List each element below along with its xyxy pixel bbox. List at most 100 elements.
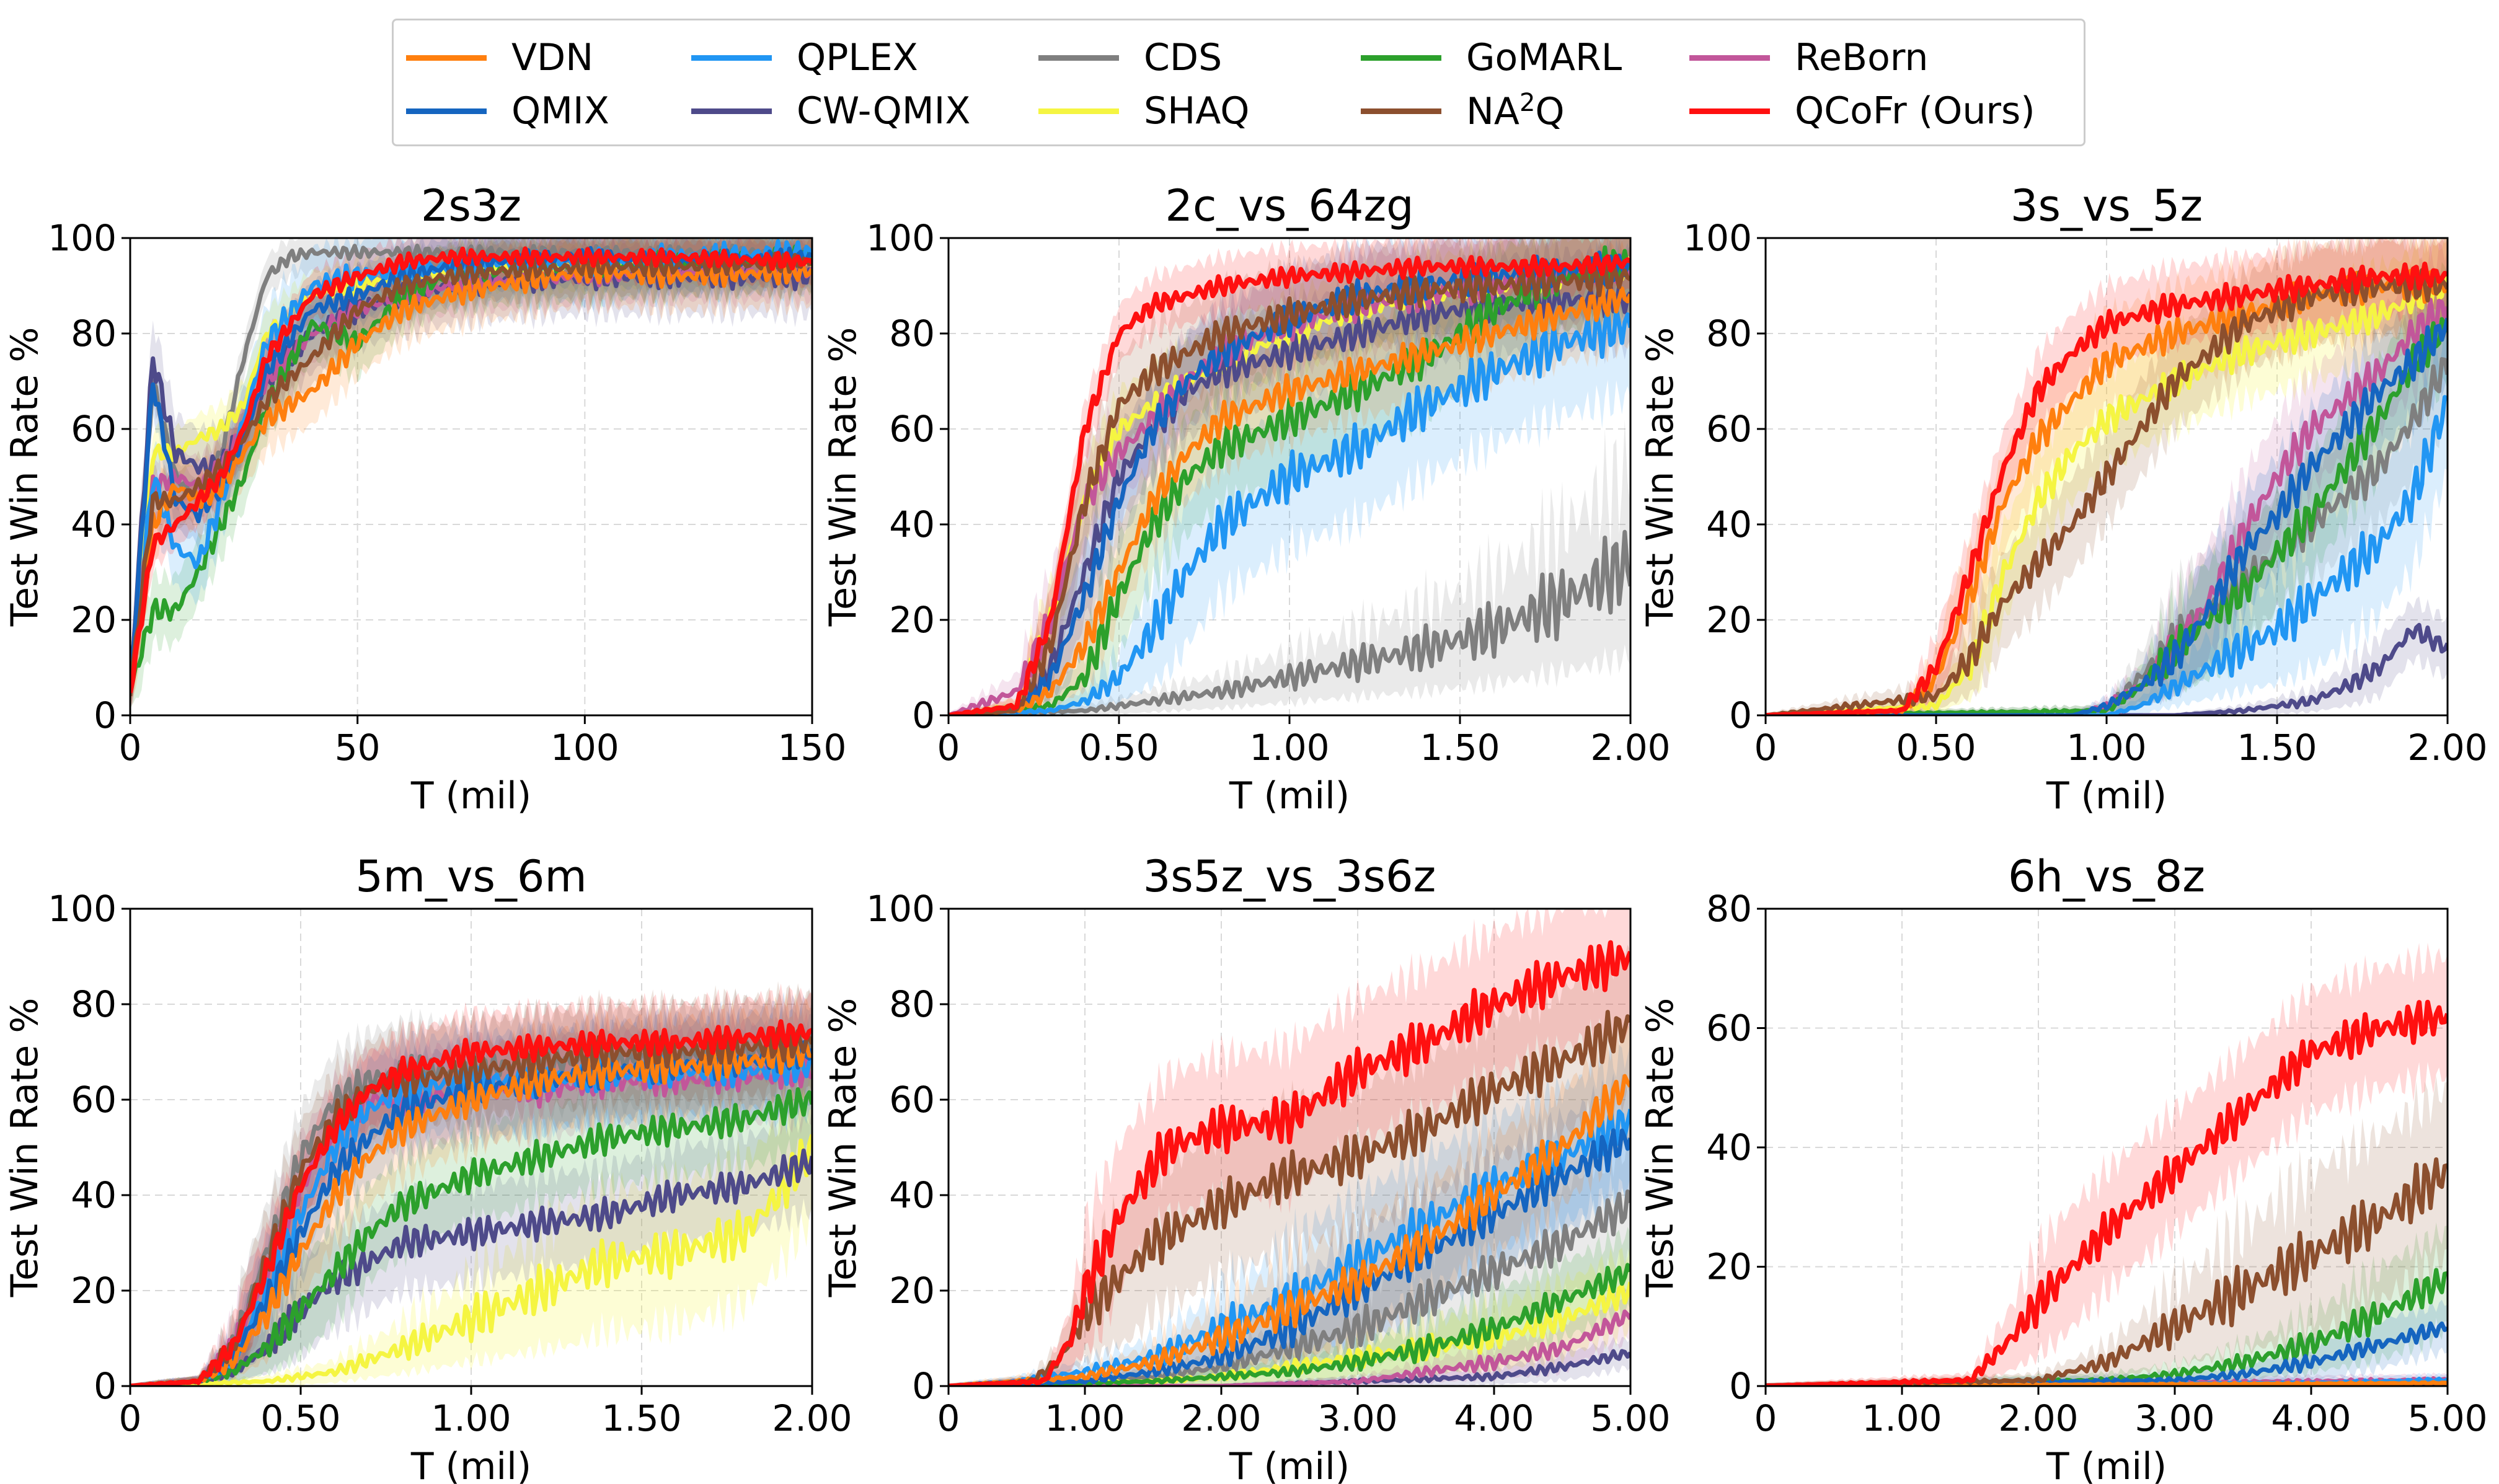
x-axis-label: T (mil): [2046, 1445, 2167, 1484]
band-reborn: [1766, 242, 2448, 715]
x-axis-label: T (mil): [410, 1445, 531, 1484]
y-tick-label: 20: [1706, 1246, 1752, 1288]
series-line-shaq: [1766, 274, 2448, 715]
legend-label: ReBorn: [1795, 36, 1928, 79]
plot-area: [1766, 942, 2448, 1386]
y-tick-label: 0: [1729, 694, 1752, 736]
x-tick-label: 1.50: [1420, 727, 1500, 769]
legend-label: QPLEX: [797, 36, 918, 79]
chart-title: 2c_vs_64zg: [1165, 180, 1413, 231]
chart-title: 3s_vs_5z: [2010, 180, 2203, 231]
chart-title: 2s3z: [421, 180, 521, 231]
band-reborn: [949, 1287, 1630, 1386]
y-tick-label: 0: [912, 694, 935, 736]
legend-entry-cw-qmix: CW-QMIX: [691, 86, 970, 136]
x-tick-label: 1.50: [601, 1397, 681, 1439]
x-tick-label: 1.00: [1862, 1397, 1942, 1439]
legend-entry-shaq: SHAQ: [1038, 86, 1249, 136]
y-tick-label: 40: [71, 503, 117, 545]
y-tick-label: 100: [1683, 217, 1752, 259]
x-tick-label: 2.00: [1181, 1397, 1261, 1439]
legend-swatch: [1038, 108, 1119, 114]
legend-label: SHAQ: [1144, 89, 1249, 133]
series-line-qmix: [1766, 317, 2448, 715]
y-tick-label: 60: [889, 1079, 935, 1121]
y-tick-label: 40: [889, 1174, 935, 1216]
series-line-qcofr: [130, 246, 812, 694]
plot-area: [130, 238, 812, 710]
x-axis-label: T (mil): [1229, 774, 1350, 818]
x-tick-label: 2.00: [1998, 1397, 2078, 1439]
legend-entry-qmix: QMIX: [406, 86, 609, 136]
y-tick-label: 20: [889, 599, 935, 641]
x-tick-label: 0: [119, 727, 142, 769]
series-line-qcofr: [949, 252, 1630, 715]
y-axis-label: Test Win Rate %: [1639, 327, 1682, 627]
y-tick-label: 100: [866, 888, 935, 930]
chart-1: 0 0.50 1.00 1.50 2.00 0 20 40 60 80 100 2c_vs_64zg T…: [821, 180, 1671, 818]
legend-label: QCoFr (Ours): [1795, 89, 2035, 133]
x-tick-label: 2.00: [2407, 727, 2487, 769]
series-line-cds: [130, 244, 812, 692]
legend-entry-na2q: NA2Q: [1361, 86, 1565, 136]
lines: [1766, 999, 2448, 1386]
y-tick-label: 0: [94, 1365, 117, 1407]
y-tick-label: 20: [71, 599, 117, 641]
legend-label-text: CDS: [1144, 36, 1223, 79]
x-tick-label: 1.00: [2066, 727, 2146, 769]
series-line-reborn: [1766, 298, 2448, 715]
series-line-cds: [949, 529, 1630, 715]
series-line-na2q: [1766, 268, 2448, 715]
chart-title: 6h_vs_8z: [2008, 851, 2205, 902]
legend-swatch: [1038, 55, 1119, 61]
legend-swatch: [1689, 55, 1770, 61]
chart-0: 0 50 100 150 0 20 40 60 80 100 2s3z T (mil) Test Win…: [3, 180, 846, 818]
y-tick-label: 60: [889, 408, 935, 450]
y-tick-label: 80: [71, 312, 117, 355]
x-tick-label: 5.00: [1590, 1397, 1670, 1439]
bands: [1766, 942, 2448, 1386]
band-shaq: [130, 1063, 812, 1386]
y-tick-label: 0: [1729, 1365, 1752, 1407]
x-tick-label: 3.00: [1317, 1397, 1397, 1439]
x-tick-label: 0.50: [1079, 727, 1159, 769]
x-tick-label: 4.00: [2271, 1397, 2351, 1439]
plot-area: [949, 238, 1630, 715]
y-axis-label: Test Win Rate %: [3, 998, 46, 1298]
legend-label-text: QCoFr (Ours): [1795, 89, 2035, 133]
y-axis-label: Test Win Rate %: [821, 327, 865, 627]
x-tick-label: 0: [937, 1397, 960, 1439]
x-tick-label: 2.00: [1590, 727, 1670, 769]
legend-entry-vdn: VDN: [406, 33, 593, 82]
y-axis-label: Test Win Rate %: [1639, 998, 1682, 1298]
band-na2q: [949, 238, 1630, 715]
y-tick-label: 100: [866, 217, 935, 259]
x-tick-label: 150: [778, 727, 847, 769]
series-line-qcofr: [1766, 262, 2448, 715]
chart-title: 5m_vs_6m: [355, 851, 586, 902]
legend-swatch: [1689, 108, 1770, 114]
x-tick-label: 100: [551, 727, 619, 769]
legend-label-text: NA: [1466, 90, 1519, 133]
y-tick-label: 80: [889, 312, 935, 355]
legend-label: NA2Q: [1466, 89, 1565, 133]
legend-label: CDS: [1144, 36, 1222, 79]
plot-area: [130, 981, 812, 1386]
y-tick-label: 100: [48, 888, 117, 930]
legend-label-text: VDN: [511, 36, 594, 79]
y-tick-label: 40: [889, 503, 935, 545]
y-axis-label: Test Win Rate %: [3, 327, 46, 627]
x-tick-label: 4.00: [1454, 1397, 1534, 1439]
legend-entry-gomarl: GoMARL: [1361, 33, 1622, 82]
legend-label: GoMARL: [1466, 36, 1622, 79]
band-gomarl: [1766, 1222, 2448, 1386]
band-shaq: [949, 1243, 1630, 1386]
chart-4: 0 1.00 2.00 3.00 4.00 5.00 0 20 40 60 80 100 3s5z_vs…: [821, 851, 1671, 1484]
legend-label: VDN: [511, 36, 593, 79]
legend-entry-qcofr: QCoFr (Ours): [1689, 86, 2035, 136]
plot-area: [1766, 238, 2448, 715]
y-tick-label: 20: [889, 1270, 935, 1312]
x-tick-label: 3.00: [2134, 1397, 2214, 1439]
chart-title: 3s5z_vs_3s6z: [1143, 851, 1436, 902]
legend-label-text: GoMARL: [1466, 36, 1622, 79]
